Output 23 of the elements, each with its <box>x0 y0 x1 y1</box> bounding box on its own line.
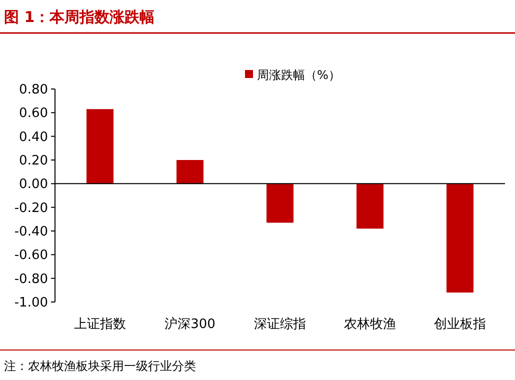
x-tick-label: 创业板指 <box>434 317 486 332</box>
x-tick-label: 深证综指 <box>254 317 306 332</box>
y-tick-label: 0.20 <box>19 154 48 168</box>
y-tick-label: 0.00 <box>19 177 48 192</box>
y-tick-label: -0.40 <box>14 224 48 240</box>
x-tick-label: 沪深300 <box>164 316 216 332</box>
bar <box>176 160 204 184</box>
chart-title: 图 1：本周指数涨跌幅 <box>4 8 155 26</box>
x-tick-label: 农林牧渔 <box>344 317 396 332</box>
y-tick-label: -0.60 <box>14 248 48 264</box>
y-tick-label: 0.40 <box>19 130 48 145</box>
x-tick-label: 上证指数 <box>74 317 126 332</box>
y-tick-label: -0.20 <box>14 200 48 216</box>
y-tick-label: -0.80 <box>14 272 48 287</box>
bar <box>86 109 114 184</box>
legend-label: 周涨跌幅（%） <box>257 68 340 82</box>
bar <box>446 184 474 293</box>
text: 注：农林牧渔板块采用一级行业分类 <box>4 359 196 373</box>
y-tick-label: 0.80 <box>19 82 48 98</box>
bar <box>266 184 294 223</box>
y-tick-label: -1.00 <box>14 296 48 310</box>
y-tick-label: 0.60 <box>19 106 48 122</box>
bar <box>356 184 384 229</box>
